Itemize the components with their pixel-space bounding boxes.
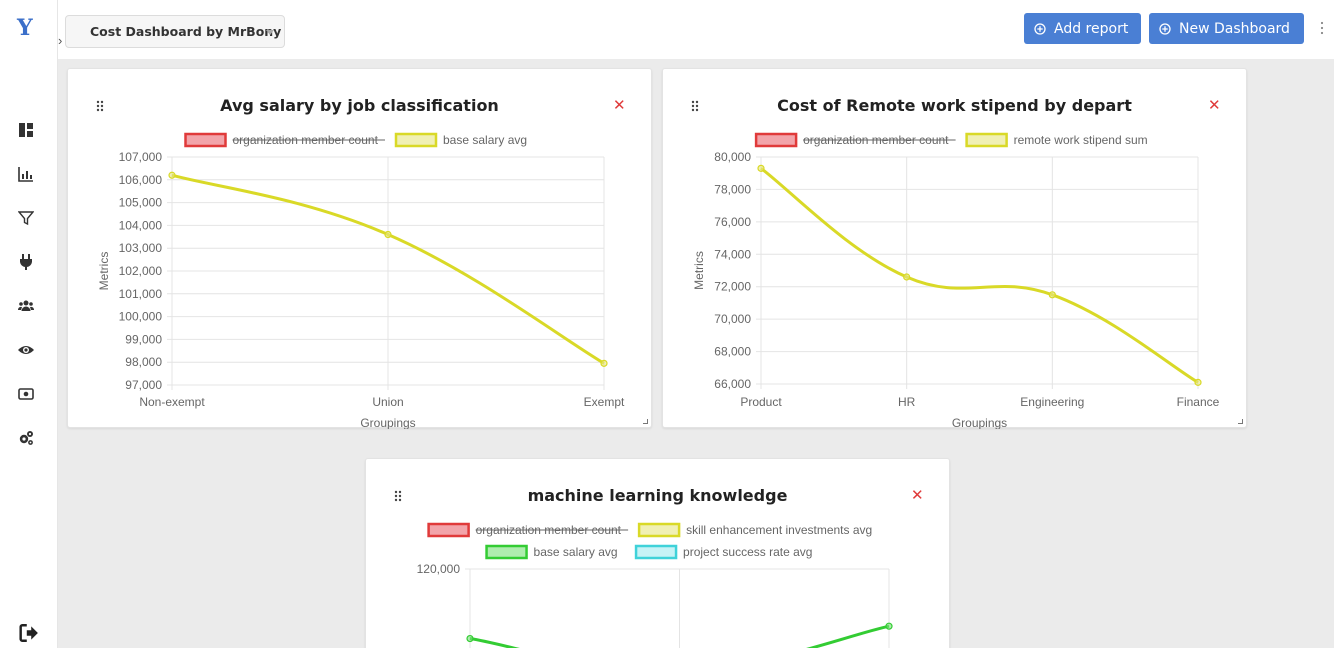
y-tick-label: 72,000 [714,280,751,294]
x-tick-label: Product [740,395,782,409]
add-report-label: Add report [1054,20,1129,37]
plus-circle-icon [1034,22,1046,35]
data-point [903,273,911,281]
y-tick-label: 120,000 [417,562,461,576]
y-tick-label: 101,000 [119,287,163,301]
drag-handle-icon[interactable] [394,490,402,502]
line-chart: organization member count remote work sti… [692,132,1220,429]
y-tick-label: 103,000 [119,241,163,255]
legend-swatch [634,544,678,560]
x-tick-label: Exempt [584,395,625,409]
y-tick-label: 80,000 [714,150,751,164]
x-tick-label: Finance [1177,395,1220,409]
report-panel: Avg salary by job classification ✕ organ… [67,68,652,429]
data-point [1194,378,1202,386]
panel-title: machine learning knowledge [527,486,788,505]
y-tick-label: 99,000 [125,332,162,346]
legend-label: project success rate avg [683,545,812,559]
y-axis-label: Metrics [97,252,111,291]
dashboard-icon[interactable] [16,120,36,140]
more-options-icon[interactable] [1320,21,1324,35]
users-icon[interactable] [16,296,36,316]
report-panel: machine learning knowledge ✕ organizatio… [365,458,950,648]
close-icon[interactable]: ✕ [1208,96,1221,114]
expand-sidebar-icon[interactable]: › [58,33,63,48]
data-point [757,164,765,172]
data-point [600,359,608,367]
y-tick-label: 105,000 [119,196,163,210]
new-dashboard-label: New Dashboard [1179,20,1290,37]
panel-title: Avg salary by job classification [220,96,499,115]
new-dashboard-button[interactable]: New Dashboard [1149,13,1304,44]
y-tick-label: 74,000 [714,247,751,261]
resize-handle[interactable] [1238,419,1243,424]
plug-icon[interactable] [16,252,36,272]
report-panel: Cost of Remote work stipend by depart ✕ … [662,68,1247,429]
money-icon[interactable] [16,384,36,404]
plus-circle-icon [1159,22,1171,35]
legend-swatch [637,522,681,538]
legend-swatch [184,132,227,148]
y-tick-label: 106,000 [119,173,163,187]
legend-swatch [427,522,470,538]
eye-icon[interactable] [16,340,36,360]
chart-icon[interactable] [16,164,36,184]
y-tick-label: 100,000 [119,310,163,324]
dashboard-select[interactable]: Cost Dashboard by MrBony [65,15,285,48]
chevron-down-icon [266,30,274,35]
legend-label: remote work stipend sum [1014,133,1148,147]
y-axis-label: Metrics [692,251,706,290]
add-report-button[interactable]: Add report [1024,13,1141,44]
y-tick-label: 97,000 [125,378,162,392]
legend-swatch [394,132,438,148]
x-tick-label: Non-exempt [139,395,205,409]
data-point [384,230,392,239]
filter-icon[interactable] [16,208,36,228]
gears-icon[interactable] [16,428,36,448]
y-tick-label: 107,000 [119,150,163,164]
y-tick-label: 78,000 [714,182,751,196]
x-tick-label: Union [372,395,403,409]
data-point [466,634,474,643]
data-point [885,622,893,630]
dashboard-select-label: Cost Dashboard by MrBony [90,24,282,39]
x-axis-label: Groupings [360,416,415,429]
app-logo[interactable]: Y [17,15,33,41]
line-chart: organization member count base salary avg… [97,132,625,429]
logout-icon[interactable] [18,622,40,644]
y-tick-label: 66,000 [714,377,751,391]
drag-handle-icon[interactable] [96,100,104,112]
y-tick-label: 68,000 [714,345,751,359]
top-bar: › Cost Dashboard by MrBony Add report Ne… [58,0,1334,59]
y-tick-label: 70,000 [714,312,751,326]
y-tick-label: 102,000 [119,264,163,278]
drag-handle-icon[interactable] [691,100,699,112]
x-tick-label: HR [898,395,916,409]
legend-label: base salary avg [534,545,618,559]
legend-swatch [965,132,1008,148]
resize-handle[interactable] [643,419,648,424]
y-tick-label: 76,000 [714,215,751,229]
line-chart: organization member count skill enhanceme… [417,522,893,648]
close-icon[interactable]: ✕ [911,486,924,504]
close-icon[interactable]: ✕ [613,96,626,114]
x-tick-label: Engineering [1020,395,1084,409]
y-tick-label: 98,000 [125,355,162,369]
series-line [469,624,890,648]
legend-label: base salary avg [443,133,527,147]
sidebar: Y [0,0,58,648]
series-line [760,167,1199,384]
data-point [1048,291,1056,299]
legend-label: skill enhancement investments avg [686,523,872,537]
legend-swatch [485,544,528,560]
legend-swatch [754,132,798,148]
x-axis-label: Groupings [952,416,1007,429]
data-point [168,171,176,179]
panel-title: Cost of Remote work stipend by depart [777,96,1132,115]
y-tick-label: 104,000 [119,218,163,232]
